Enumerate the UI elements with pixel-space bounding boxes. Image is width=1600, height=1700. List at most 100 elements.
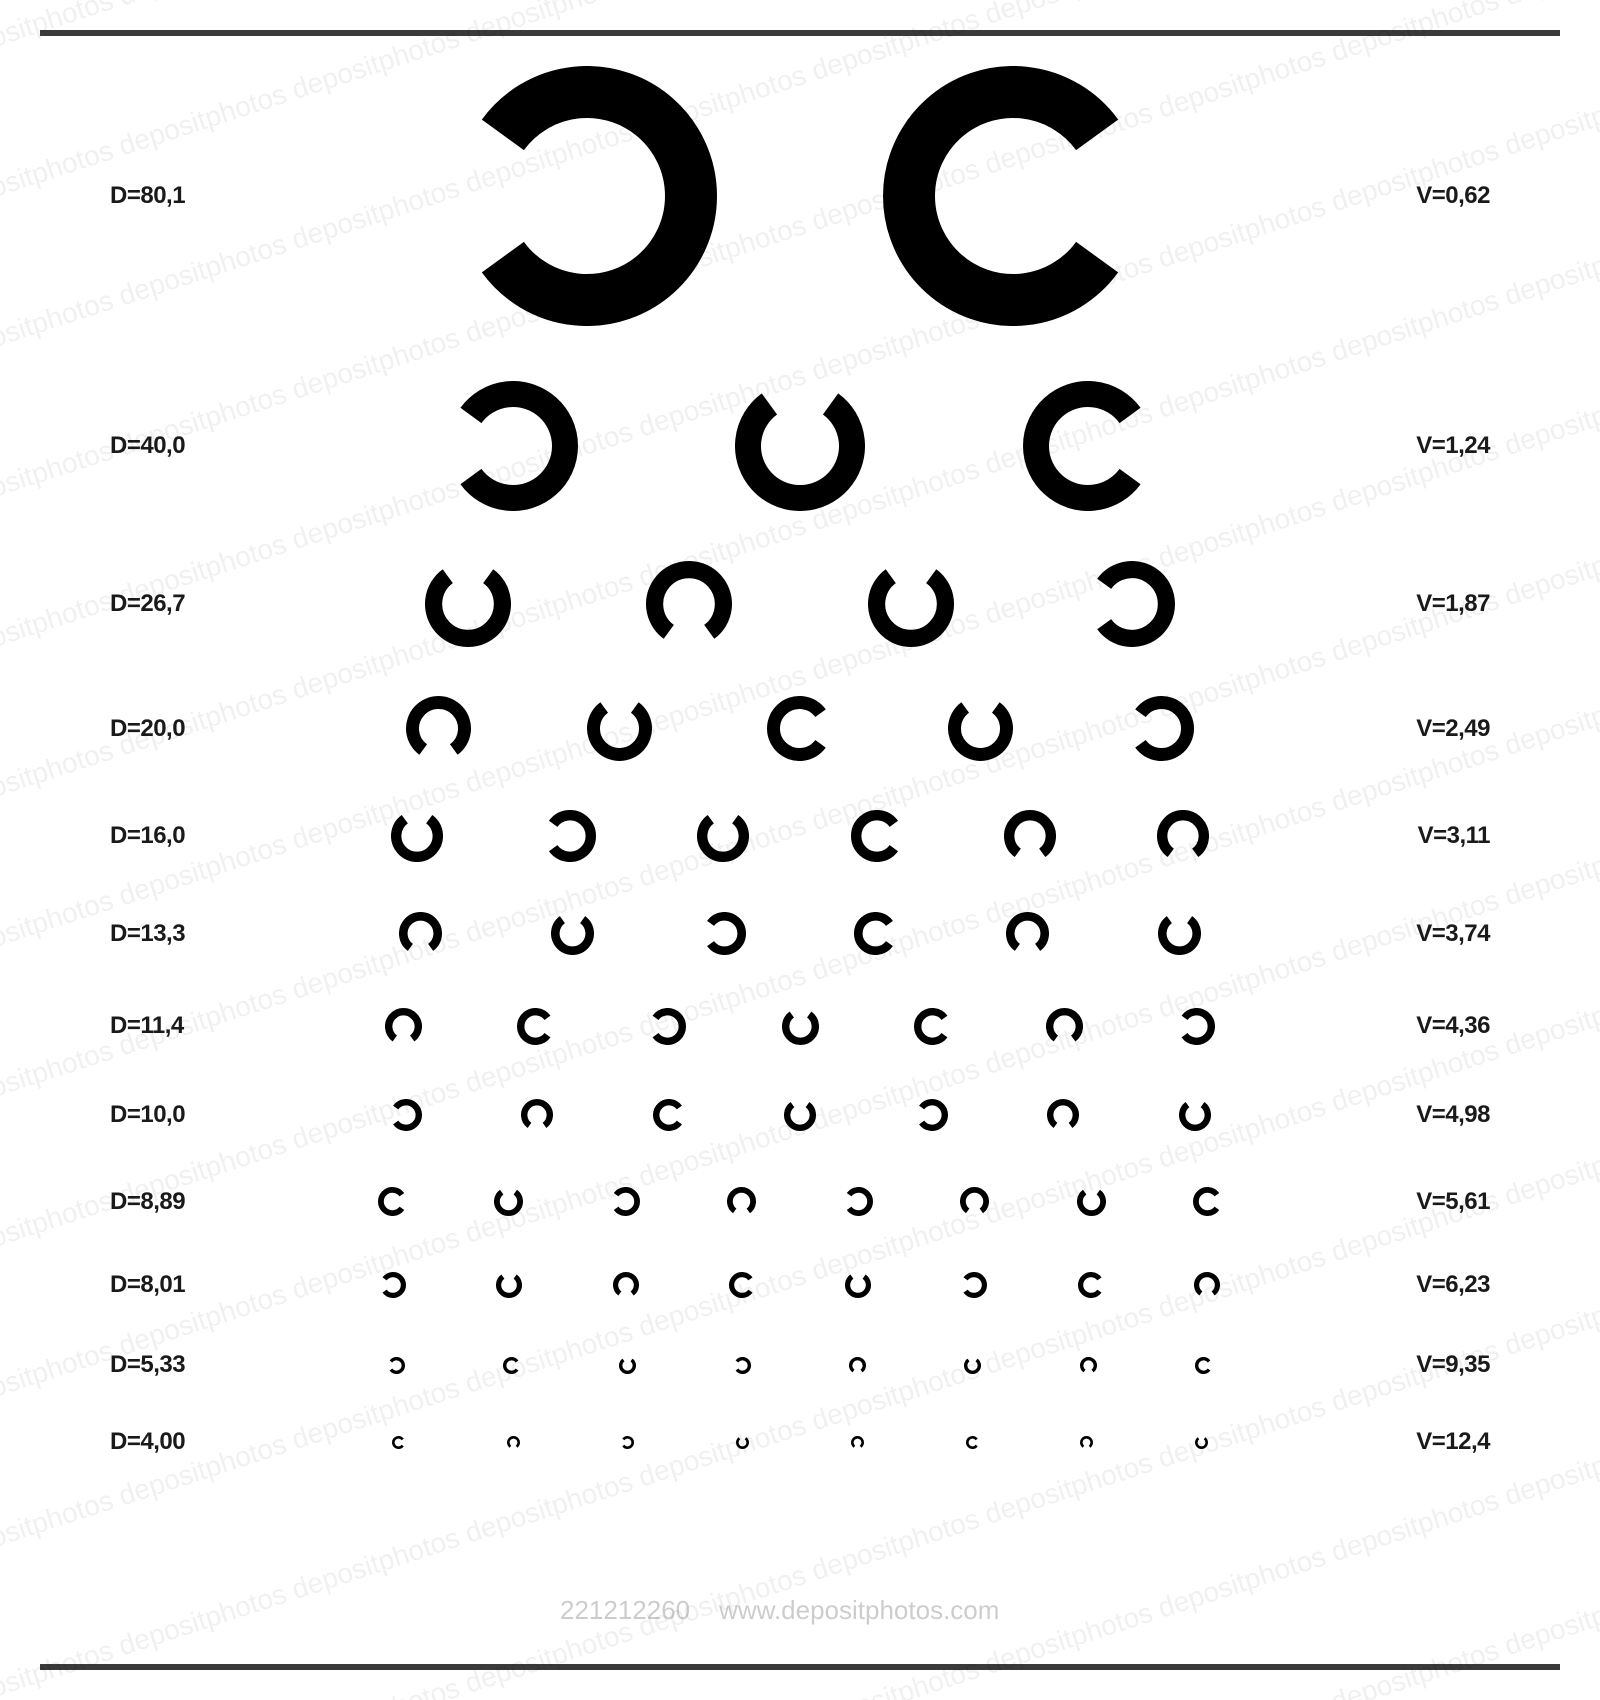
- landolt-c-icon: [960, 1187, 989, 1216]
- v-label: V=4,98: [1310, 1101, 1560, 1129]
- landolt-c-icon: [1046, 1008, 1083, 1045]
- chart-row: D=11,4 V=4,36: [40, 981, 1560, 1071]
- landolt-c-icon: [406, 696, 471, 761]
- landolt-c-icon: [391, 810, 443, 862]
- d-label: D=4,00: [40, 1428, 290, 1456]
- landolt-c-icon: [851, 810, 903, 862]
- landolt-c-icon: [868, 561, 954, 647]
- landolt-c-icon: [961, 1272, 987, 1298]
- landolt-c-icon: [1178, 1008, 1215, 1045]
- landolt-c-icon: [1158, 912, 1201, 955]
- landolt-c-icon: [544, 810, 596, 862]
- v-label: V=6,23: [1310, 1271, 1560, 1299]
- landolt-c-icon: [1194, 1272, 1220, 1298]
- chart-row: D=4,00 V=12,4: [40, 1404, 1560, 1480]
- landolt-c-icon: [494, 1187, 523, 1216]
- v-label: V=4,36: [1310, 1012, 1560, 1040]
- symbol-row: [290, 66, 1310, 326]
- symbol-row: [290, 1008, 1310, 1045]
- landolt-c-icon: [457, 66, 717, 326]
- landolt-c-icon: [1006, 912, 1049, 955]
- landolt-c-icon: [784, 1099, 816, 1131]
- landolt-c-icon: [845, 1272, 871, 1298]
- landolt-c-icon: [1078, 1272, 1104, 1298]
- symbol-row: [290, 1099, 1310, 1131]
- landolt-c-icon: [517, 1008, 554, 1045]
- landolt-c-icon: [388, 1357, 405, 1374]
- v-label: V=3,74: [1310, 920, 1560, 948]
- d-label: D=11,4: [40, 1012, 290, 1040]
- landolt-c-icon: [1195, 1357, 1212, 1374]
- landolt-c-icon: [735, 381, 865, 511]
- landolt-c-icon: [378, 1187, 407, 1216]
- v-label: V=0,62: [1310, 182, 1560, 210]
- v-label: V=3,11: [1310, 822, 1560, 850]
- chart-row: D=8,89 V=5,61: [40, 1159, 1560, 1244]
- landolt-c-icon: [380, 1272, 406, 1298]
- landolt-c-icon: [392, 1436, 405, 1449]
- landolt-c-icon: [948, 696, 1013, 761]
- landolt-c-icon: [1077, 1187, 1106, 1216]
- symbol-row: [290, 561, 1310, 647]
- landolt-c-icon: [782, 1008, 819, 1045]
- d-label: D=10,0: [40, 1101, 290, 1129]
- landolt-c-icon: [507, 1436, 520, 1449]
- landolt-c-icon: [521, 1099, 553, 1131]
- landolt-c-icon: [425, 561, 511, 647]
- d-label: D=16,0: [40, 822, 290, 850]
- d-label: D=8,89: [40, 1188, 290, 1216]
- symbol-row: [290, 1436, 1310, 1449]
- symbol-row: [290, 1272, 1310, 1298]
- chart-row: D=16,0 V=3,11: [40, 786, 1560, 886]
- landolt-c-icon: [851, 1436, 864, 1449]
- landolt-c-icon: [619, 1357, 636, 1374]
- landolt-c-icon: [448, 381, 578, 511]
- chart-row: D=10,0 V=4,98: [40, 1071, 1560, 1159]
- v-label: V=9,35: [1310, 1351, 1560, 1379]
- v-label: V=1,87: [1310, 590, 1560, 618]
- chart-row: D=80,1 V=0,62: [40, 36, 1560, 356]
- landolt-c-icon: [1129, 696, 1194, 761]
- landolt-c-icon: [1080, 1436, 1093, 1449]
- v-label: V=5,61: [1310, 1188, 1560, 1216]
- landolt-c-icon: [1080, 1357, 1097, 1374]
- landolt-c-icon: [914, 1008, 951, 1045]
- landolt-c-icon: [587, 696, 652, 761]
- landolt-c-icon: [734, 1357, 751, 1374]
- d-label: D=80,1: [40, 182, 290, 210]
- landolt-c-icon: [916, 1099, 948, 1131]
- chart-frame: D=80,1 V=0,62 D=40,0V=1,24D=26,7V=1,87D=20…: [40, 30, 1560, 1670]
- landolt-c-icon: [611, 1187, 640, 1216]
- landolt-c-icon: [844, 1187, 873, 1216]
- chart-row: D=8,01V=6,23: [40, 1244, 1560, 1326]
- landolt-c-icon: [727, 1187, 756, 1216]
- v-label: V=1,24: [1310, 432, 1560, 460]
- symbol-row: [290, 1187, 1310, 1216]
- watermark-line: depositphotos depositphotos depositphoto…: [0, 0, 1600, 31]
- symbol-row: [290, 696, 1310, 761]
- chart-row: D=26,7V=1,87: [40, 536, 1560, 671]
- landolt-c-icon: [653, 1099, 685, 1131]
- d-label: D=13,3: [40, 920, 290, 948]
- landolt-c-icon: [621, 1436, 634, 1449]
- symbol-row: [290, 912, 1310, 955]
- landolt-c-icon: [849, 1357, 866, 1374]
- v-label: V=12,4: [1310, 1428, 1560, 1456]
- landolt-c-icon: [1004, 810, 1056, 862]
- landolt-c-icon: [503, 1357, 520, 1374]
- landolt-c-icon: [1157, 810, 1209, 862]
- chart-row: D=40,0V=1,24: [40, 356, 1560, 536]
- symbol-row: [290, 810, 1310, 862]
- landolt-c-icon: [966, 1436, 979, 1449]
- landolt-c-icon: [964, 1357, 981, 1374]
- d-label: D=5,33: [40, 1351, 290, 1379]
- landolt-c-icon: [729, 1272, 755, 1298]
- landolt-c-icon: [390, 1099, 422, 1131]
- symbol-row: [290, 381, 1310, 511]
- landolt-c-icon: [767, 696, 832, 761]
- landolt-c-icon: [1047, 1099, 1079, 1131]
- v-label: V=2,49: [1310, 715, 1560, 743]
- chart-row: D=20,0V=2,49: [40, 671, 1560, 786]
- landolt-c-icon: [736, 1436, 749, 1449]
- landolt-c-icon: [649, 1008, 686, 1045]
